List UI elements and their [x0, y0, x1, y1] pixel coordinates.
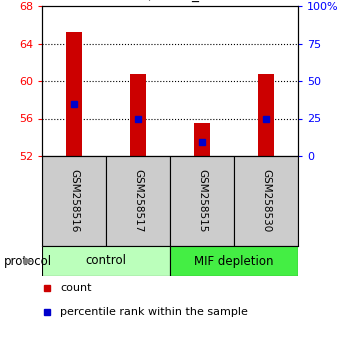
Bar [234, 156, 298, 246]
Bar [170, 246, 298, 276]
Bar [66, 32, 82, 156]
Bar [258, 74, 274, 156]
Text: GSM258530: GSM258530 [261, 169, 271, 233]
Text: ▶: ▶ [24, 256, 33, 266]
Text: GSM258515: GSM258515 [197, 169, 207, 233]
Bar [130, 74, 146, 156]
Text: count: count [60, 283, 91, 293]
Bar [42, 246, 170, 276]
Bar [42, 156, 106, 246]
Bar [106, 156, 170, 246]
Text: MIF depletion: MIF depletion [194, 255, 274, 268]
Text: control: control [85, 255, 126, 268]
Text: GSM258516: GSM258516 [69, 169, 79, 233]
Text: percentile rank within the sample: percentile rank within the sample [60, 307, 248, 317]
Text: GSM258517: GSM258517 [133, 169, 143, 233]
Text: protocol: protocol [3, 255, 52, 268]
Bar [194, 123, 210, 156]
Bar [170, 156, 234, 246]
Title: GDS3626 / ILMN_1707598: GDS3626 / ILMN_1707598 [79, 0, 261, 2]
